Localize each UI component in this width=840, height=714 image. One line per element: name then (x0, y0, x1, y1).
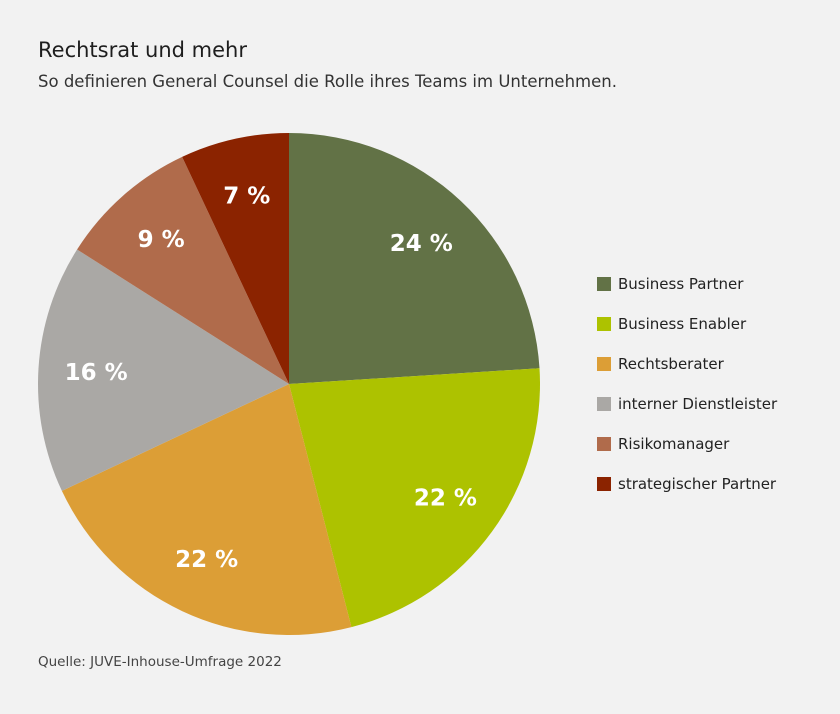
legend-swatch (597, 477, 611, 491)
chart-title: Rechtsrat und mehr (38, 38, 247, 62)
legend-swatch (597, 277, 611, 291)
legend-item: Rechtsberater (597, 354, 777, 374)
legend-swatch (597, 317, 611, 331)
pie-slice-rechtsberater (61, 384, 352, 635)
legend-swatch (597, 437, 611, 451)
data-label: 9 % (138, 227, 185, 253)
legend: Business Partner Business Enabler Rechtsbe… (597, 274, 777, 514)
legend-label: strategischer Partner (618, 475, 777, 493)
pie-slice-business-enabler (289, 368, 540, 628)
data-label: 7 % (223, 183, 270, 209)
pie-slice-business-partner (289, 133, 540, 384)
source-note: Quelle: JUVE-Inhouse-Umfrage 2022 (38, 654, 282, 670)
data-label: 16 % (65, 360, 128, 386)
legend-label: Business Enabler (618, 315, 747, 333)
legend-item: strategischer Partner (597, 474, 777, 494)
chart-subtitle: So definieren General Counsel die Rolle … (38, 72, 617, 91)
legend-swatch (597, 397, 611, 411)
legend-label: Rechtsberater (618, 355, 724, 373)
legend-label: Risikomanager (618, 435, 730, 453)
legend-item: Risikomanager (597, 434, 777, 454)
pie-slice-strategischer-partner (182, 133, 289, 384)
legend-item: Business Partner (597, 274, 777, 294)
legend-label: Business Partner (618, 275, 744, 293)
data-label: 22 % (175, 547, 238, 573)
pie-slice-interner-dienstleister (37, 249, 289, 491)
legend-item: Business Enabler (597, 314, 777, 334)
pie-slice-risikomanager (77, 156, 289, 384)
data-label: 22 % (414, 486, 477, 512)
legend-item: interner Dienstleister (597, 394, 777, 414)
data-label: 24 % (390, 231, 453, 257)
legend-label: interner Dienstleister (618, 395, 778, 413)
legend-swatch (597, 357, 611, 371)
